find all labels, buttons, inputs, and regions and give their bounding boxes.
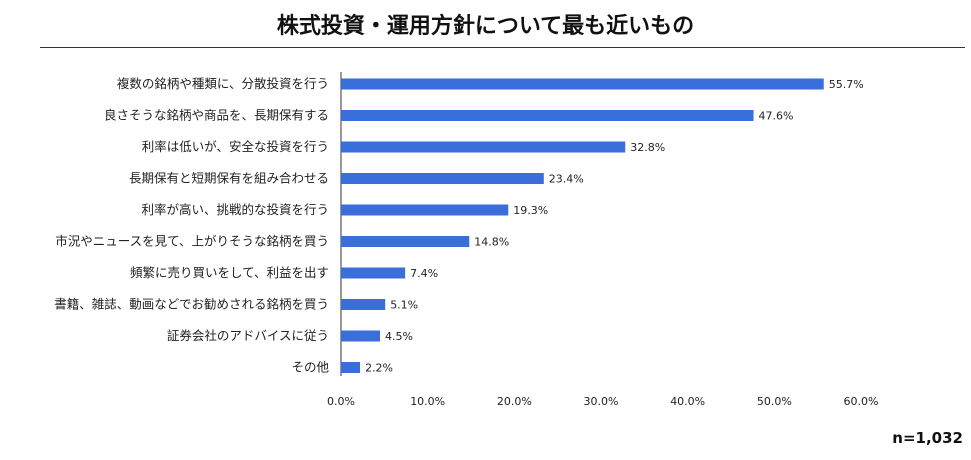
title-divider <box>40 47 965 48</box>
x-tick-label: 20.0% <box>497 395 532 408</box>
data-label: 32.8% <box>630 141 665 154</box>
bar <box>341 173 544 184</box>
data-label: 4.5% <box>385 330 413 343</box>
category-label: 市況やニュースを見て、上がりそうな銘柄を買う <box>55 234 329 249</box>
category-label: 書籍、雑誌、動画などでお勧めされる銘柄を買う <box>54 297 329 312</box>
bar <box>341 110 754 121</box>
data-label: 2.2% <box>365 362 393 375</box>
data-label: 14.8% <box>474 236 509 249</box>
category-label: 頻繁に売り買いをして、利益を出す <box>130 265 329 280</box>
chart-title: 株式投資・運用方針について最も近いもの <box>276 14 695 39</box>
data-label: 5.1% <box>390 299 418 312</box>
bar <box>341 267 406 279</box>
bar <box>341 78 824 90</box>
bar <box>341 236 470 247</box>
category-label: 利率は低いが、安全な投資を行う <box>142 139 329 154</box>
bar <box>341 204 509 216</box>
x-tick-label: 30.0% <box>584 395 619 408</box>
bar-chart: 複数の銘柄や種類に、分散投資を行う 55.7% 良さそうな銘柄や商品を、長期保有する… <box>54 72 879 408</box>
category-label: その他 <box>291 360 329 375</box>
category-label: 長期保有と短期保有を組み合わせる <box>129 171 329 186</box>
x-tick-label: 60.0% <box>844 395 879 408</box>
x-tick-label: 0.0% <box>327 395 355 408</box>
x-tick-label: 50.0% <box>757 395 792 408</box>
bar <box>341 330 380 342</box>
bar <box>341 299 386 310</box>
bar <box>341 141 626 153</box>
data-label: 7.4% <box>410 267 438 280</box>
category-label: 証券会社のアドバイスに従う <box>167 328 329 343</box>
category-label: 利率が高い、挑戦的な投資を行う <box>141 202 329 217</box>
bar <box>341 362 361 373</box>
data-label: 47.6% <box>759 110 794 123</box>
category-label: 良さそうな銘柄や商品を、長期保有する <box>104 108 329 123</box>
x-tick-label: 40.0% <box>670 395 705 408</box>
category-label: 複数の銘柄や種類に、分散投資を行う <box>117 76 329 91</box>
data-label: 23.4% <box>549 173 584 186</box>
data-label: 55.7% <box>829 78 864 91</box>
data-label: 19.3% <box>513 204 548 217</box>
sample-size-label: n=1,032 <box>892 429 963 447</box>
x-tick-label: 10.0% <box>410 395 445 408</box>
